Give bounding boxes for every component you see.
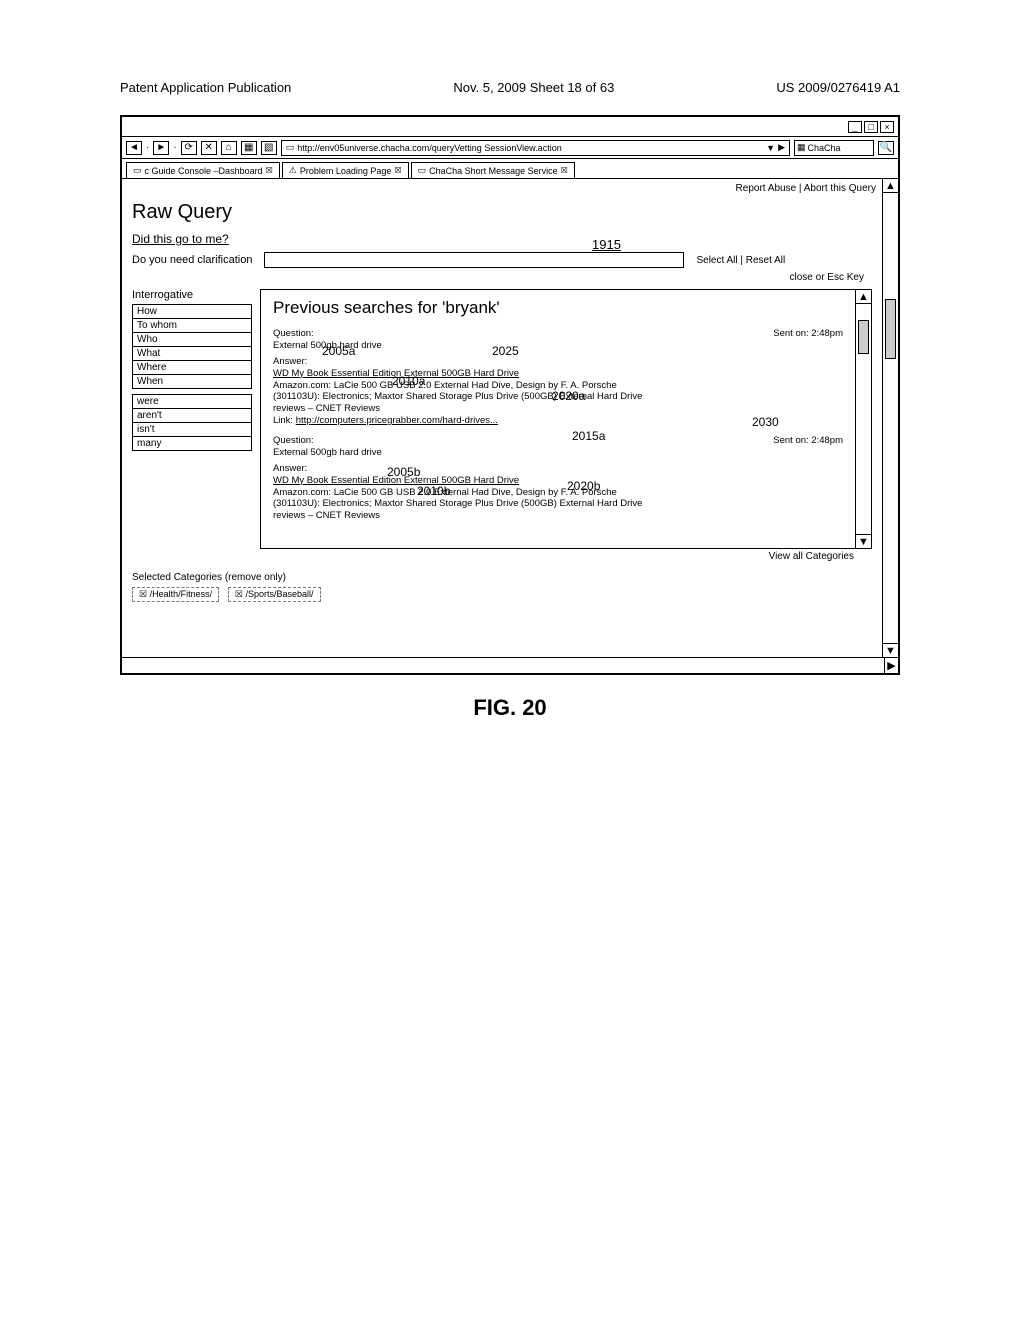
clarif-label: Do you need clarification — [132, 254, 252, 266]
forward-icon[interactable]: ► — [153, 141, 169, 155]
qa-block-b: Sent on: 2:48pm Question: External 500gb… — [273, 435, 843, 522]
vertical-scrollbar[interactable]: ▲ ▼ — [882, 179, 898, 657]
interrogative-item[interactable]: When — [132, 374, 252, 389]
clarification-input[interactable] — [264, 252, 684, 268]
window-titlebar: _ □ × — [122, 117, 898, 137]
scroll-down-icon[interactable]: ▼ — [883, 643, 898, 657]
word-item[interactable]: aren't — [132, 408, 252, 423]
sent-time-a: Sent on: 2:48pm — [773, 328, 843, 340]
previous-searches-title: Previous searches for 'bryank' — [273, 298, 843, 318]
figure-caption: FIG. 20 — [120, 695, 900, 721]
app-icon[interactable]: ▦ — [241, 141, 257, 155]
sent-time-b: Sent on: 2:48pm — [773, 435, 843, 447]
interrogative-item[interactable]: To whom — [132, 318, 252, 333]
browser-toolbar: ◄ · ► · ⟳ ✕ ⌂ ▦ ▧ ▭ http://env05universe… — [122, 137, 898, 159]
word-item[interactable]: many — [132, 436, 252, 451]
answer-title-b[interactable]: WD My Book Essential Edition External 50… — [273, 475, 843, 487]
category-pill[interactable]: ☒ /Sports/Baseball/ — [228, 587, 321, 602]
word-item[interactable]: were — [132, 394, 252, 409]
panel-scrollbar[interactable]: ▲ ▼ — [855, 290, 871, 548]
tab-problem[interactable]: ⚠Problem Loading Page☒ — [282, 162, 409, 178]
pub-right: US 2009/0276419 A1 — [776, 80, 900, 95]
scroll-up-icon[interactable]: ▲ — [883, 179, 898, 193]
page-content: Report Abuse | Abort this Query Raw Quer… — [122, 179, 882, 673]
report-abuse-link[interactable]: Report Abuse | Abort this Query — [736, 183, 876, 194]
answer-link-a[interactable]: http://computers.pricegrabber.com/hard-d… — [296, 415, 498, 426]
close-button[interactable]: × — [880, 121, 894, 133]
question-text-b: External 500gb hard drive — [273, 447, 843, 459]
answer-title-a[interactable]: WD My Book Essential Edition External 50… — [273, 368, 843, 380]
maximize-button[interactable]: □ — [864, 121, 878, 133]
ref-1915: 1915 — [592, 237, 621, 252]
home-icon[interactable]: ⌂ — [221, 141, 237, 155]
panel-scroll-thumb[interactable] — [858, 320, 869, 354]
interrogative-item[interactable]: Where — [132, 360, 252, 375]
raw-query-heading: Raw Query — [132, 201, 872, 224]
close-esc-hint: close or Esc Key — [132, 272, 872, 283]
question-text-a: External 500gb hard drive — [273, 340, 843, 352]
interrogative-item[interactable]: What — [132, 346, 252, 361]
minimize-button[interactable]: _ — [848, 121, 862, 133]
panel-scroll-up-icon[interactable]: ▲ — [856, 290, 871, 304]
reload-icon[interactable]: ⟳ — [181, 141, 197, 155]
browser-window: _ □ × ◄ · ► · ⟳ ✕ ⌂ ▦ ▧ ▭ http://env05un… — [120, 115, 900, 675]
address-text: http://env05universe.chacha.com/queryVet… — [297, 143, 562, 153]
tab-dashboard[interactable]: ▭c Guide Console –Dashboard☒ — [126, 162, 280, 178]
did-this-link[interactable]: Did this go to me? — [132, 232, 229, 246]
stop-icon[interactable]: ✕ — [201, 141, 217, 155]
previous-searches-panel: ▲ ▼ Previous searches for 'bryank' Sent … — [260, 289, 872, 549]
tab-bar: ▭c Guide Console –Dashboard☒ ⚠Problem Lo… — [122, 159, 898, 179]
interrogative-item[interactable]: Who — [132, 332, 252, 347]
address-bar[interactable]: ▭ http://env05universe.chacha.com/queryV… — [281, 140, 790, 156]
browser-search[interactable]: ▦ ChaCha — [794, 140, 874, 156]
app2-icon[interactable]: ▧ — [261, 141, 277, 155]
scroll-right-icon[interactable]: ▶ — [884, 658, 898, 673]
word-item[interactable]: isn't — [132, 422, 252, 437]
back-icon[interactable]: ◄ — [126, 141, 142, 155]
interrogative-item[interactable]: How — [132, 304, 252, 319]
pub-center: Nov. 5, 2009 Sheet 18 of 63 — [453, 80, 614, 95]
panel-scroll-down-icon[interactable]: ▼ — [856, 534, 871, 548]
interrogative-label: Interrogative — [132, 289, 252, 301]
pub-left: Patent Application Publication — [120, 80, 291, 95]
category-pill[interactable]: ☒ /Health/Fitness/ — [132, 587, 219, 602]
search-go-icon[interactable]: 🔍 — [878, 141, 894, 155]
tab-sms[interactable]: ▭ChaCha Short Message Service☒ — [411, 162, 575, 178]
search-brand: ChaCha — [808, 143, 841, 153]
selected-cats-label: Selected Categories (remove only) — [132, 572, 872, 583]
select-reset-links[interactable]: Select All | Reset All — [696, 255, 785, 266]
view-all-link[interactable]: View all Categories — [132, 551, 854, 562]
qa-block-a: Sent on: 2:48pm Question: External 500gb… — [273, 328, 843, 427]
scroll-thumb[interactable] — [885, 299, 896, 359]
